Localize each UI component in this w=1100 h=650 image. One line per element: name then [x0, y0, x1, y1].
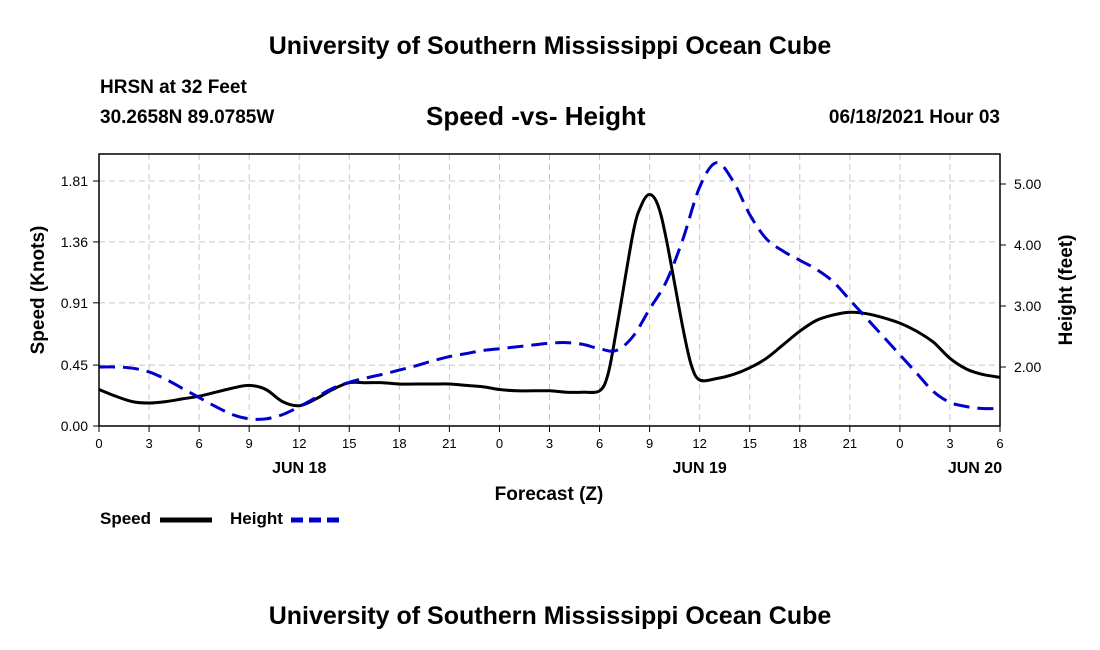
y2-axis-title: Height (feet) — [1056, 235, 1077, 346]
y-tick-label: 1.81 — [61, 173, 88, 189]
y-tick-label: 0.91 — [61, 295, 88, 311]
x-tick-label: 9 — [246, 436, 253, 451]
x-tick-label: 3 — [946, 436, 953, 451]
x-day-label: JUN 19 — [673, 460, 727, 477]
series-line-height — [98, 161, 1001, 421]
y2-tick-label: 2.00 — [1014, 359, 1041, 375]
x-tick-label: 12 — [292, 436, 306, 451]
x-tick-label: 3 — [145, 436, 152, 451]
x-tick-label: 9 — [646, 436, 653, 451]
x-tick-label: 18 — [793, 436, 807, 451]
x-tick-label: 12 — [692, 436, 706, 451]
x-tick-label: 6 — [596, 436, 603, 451]
plot-series — [98, 161, 1001, 421]
x-tick-label: 18 — [392, 436, 406, 451]
chart-heading: Speed -vs- Height — [426, 101, 646, 131]
y-tick-label: 0.45 — [61, 357, 88, 373]
x-tick-label: 0 — [95, 436, 102, 451]
footer-title: University of Southern Mississippi Ocean… — [268, 602, 832, 630]
x-day-label: JUN 20 — [948, 460, 1002, 477]
y2-tick-label: 4.00 — [1014, 237, 1041, 253]
legend-speed-label: Speed — [100, 509, 152, 528]
y2-tick-label: 5.00 — [1014, 176, 1041, 192]
legend-height-label: Height — [230, 509, 283, 528]
station-coordinates: 30.2658N 89.0785W — [100, 107, 275, 128]
axes: 0 3 6 9 12 15 18 21 0 3 6 9 12 15 18 21 0 3 6 JUN 18 JUN 19 J… — [61, 173, 1042, 477]
y-tick-label: 1.36 — [61, 234, 88, 250]
x-tick-label: 15 — [342, 436, 356, 451]
grid-lines — [99, 154, 1000, 426]
x-tick-label: 21 — [442, 436, 456, 451]
x-tick-label: 0 — [496, 436, 503, 451]
y-axis-title: Speed (Knots) — [28, 226, 49, 355]
x-tick-label: 21 — [843, 436, 857, 451]
y2-tick-label: 3.00 — [1014, 298, 1041, 314]
x-axis-title: Forecast (Z) — [495, 484, 604, 505]
y-tick-label: 0.00 — [61, 418, 88, 434]
x-tick-label: 15 — [742, 436, 756, 451]
x-tick-label: 6 — [195, 436, 202, 451]
x-tick-label: 0 — [896, 436, 903, 451]
series-line-speed — [98, 193, 1001, 408]
x-day-label: JUN 18 — [272, 460, 326, 477]
station-name: HRSN at 32 Feet — [100, 77, 247, 98]
page-title: University of Southern Mississippi Ocean… — [268, 32, 832, 60]
run-time: 06/18/2021 Hour 03 — [828, 107, 1000, 128]
x-tick-label: 6 — [996, 436, 1003, 451]
x-tick-label: 3 — [546, 436, 553, 451]
